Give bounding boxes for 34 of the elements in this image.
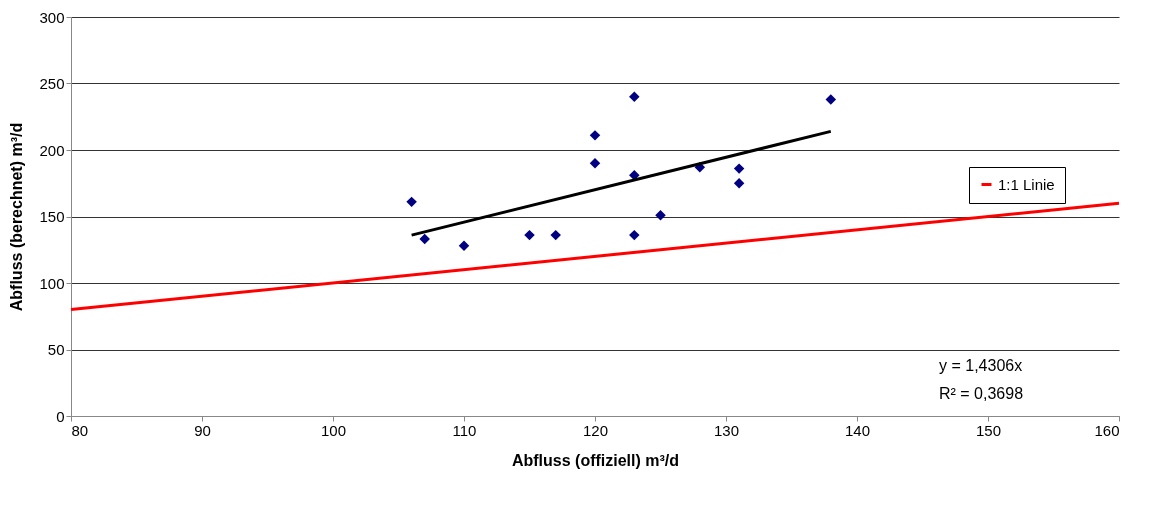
x-tick-label: 110 bbox=[452, 421, 477, 439]
point bbox=[458, 240, 470, 251]
annotation: y = 1,4306x bbox=[939, 357, 1023, 374]
point bbox=[524, 229, 535, 241]
point bbox=[629, 229, 640, 241]
x-tick-label: 100 bbox=[320, 421, 347, 439]
x-axis-title: Abfluss (offiziell) m³/d bbox=[511, 451, 680, 469]
x-tick-label: 150 bbox=[975, 421, 1002, 439]
x-tick-label: 160 bbox=[1094, 421, 1120, 439]
point bbox=[825, 94, 837, 105]
y-axis-title: Abfluss (berechnet) m³/d bbox=[8, 122, 26, 312]
y-tick-label: 250 bbox=[39, 75, 65, 92]
x-tick-label: 80 bbox=[71, 421, 89, 439]
point bbox=[589, 130, 601, 141]
x-tick-label: 90 bbox=[194, 421, 211, 439]
point bbox=[419, 233, 430, 245]
point bbox=[733, 163, 745, 174]
point bbox=[629, 91, 640, 103]
y-tick-label: 0 bbox=[56, 407, 65, 425]
point bbox=[550, 229, 561, 241]
y-tick-label: 200 bbox=[39, 141, 65, 159]
point bbox=[655, 209, 666, 221]
point bbox=[733, 178, 745, 189]
point bbox=[406, 196, 417, 208]
y-tick-label: 300 bbox=[39, 8, 65, 26]
x-tick-label: 120 bbox=[582, 421, 609, 439]
y-tick-label: 50 bbox=[47, 341, 65, 358]
x-tick-label: 140 bbox=[844, 421, 871, 439]
x-tick-label: 130 bbox=[713, 421, 740, 439]
point bbox=[589, 158, 601, 169]
legend-label: 1:1 Linie bbox=[998, 175, 1055, 193]
y-tick-label: 100 bbox=[39, 274, 65, 292]
y-tick-label: 150 bbox=[39, 208, 65, 225]
annotation: R² = 0,3698 bbox=[939, 385, 1024, 402]
